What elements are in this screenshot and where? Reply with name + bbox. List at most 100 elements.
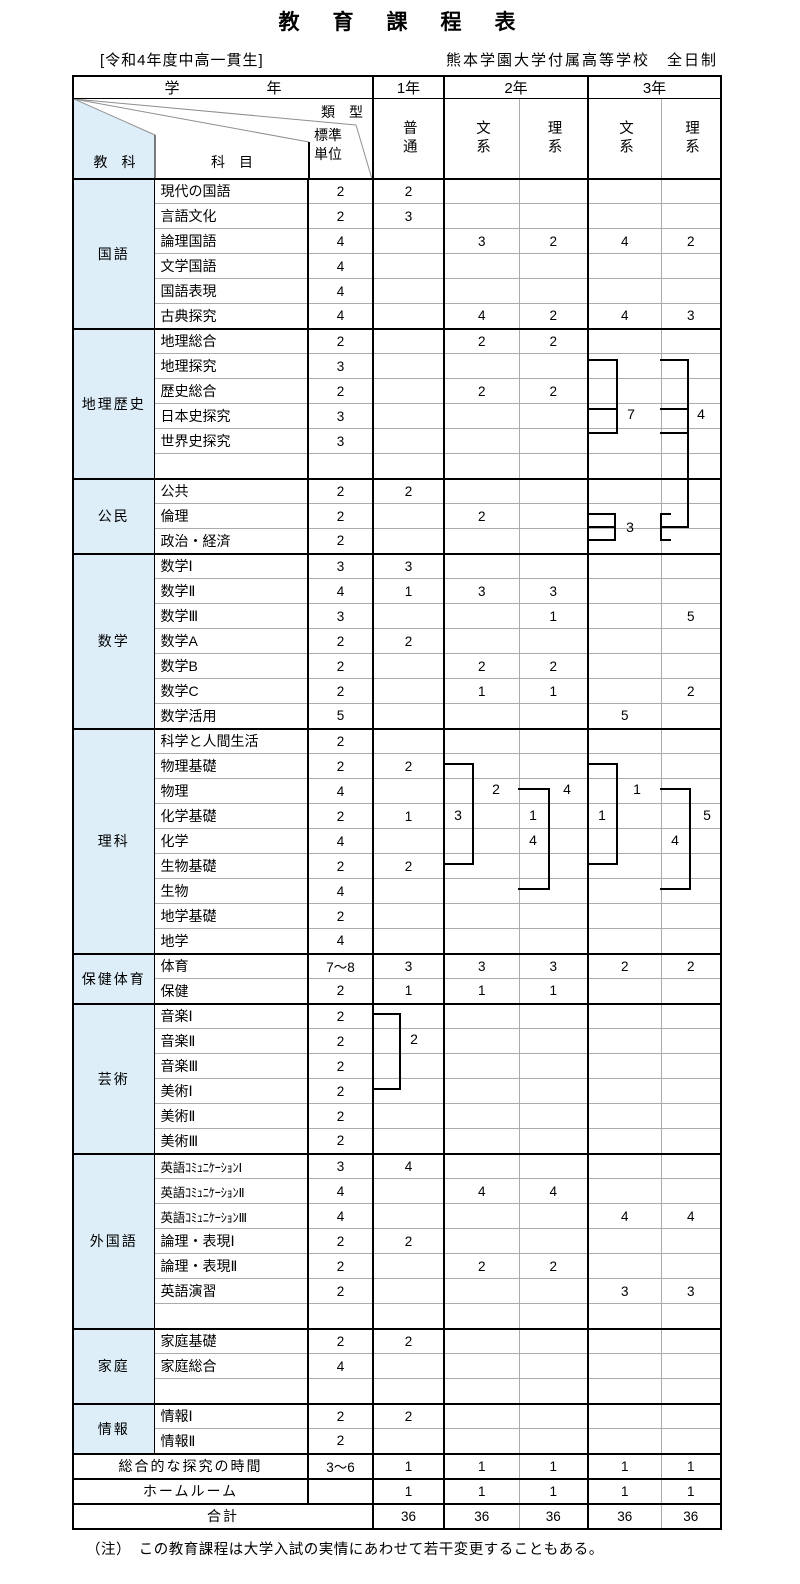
value-cell	[661, 278, 721, 304]
value-cell: 1	[373, 578, 445, 604]
value-cell	[373, 703, 445, 729]
subject-cell: 公共	[154, 477, 309, 504]
footer-row: 合計 36 36 36 36 36	[73, 1502, 721, 1529]
units-cell: 2	[308, 1128, 374, 1154]
value-cell	[588, 628, 662, 654]
value-cell: 1	[444, 678, 520, 704]
subject-cell: 英語ｺﾐｭﾆｹｰｼｮﾝⅢ	[154, 1203, 309, 1229]
value-cell: 2	[444, 653, 520, 679]
table-row	[73, 453, 721, 479]
value-cell	[444, 1402, 520, 1429]
value-cell	[588, 1053, 662, 1079]
units-cell: 2	[308, 1253, 374, 1279]
header-row-years: 学 年 1年 2年 3年	[73, 76, 721, 99]
value-cell	[519, 203, 589, 229]
table-row: 数学活用 5 5	[73, 703, 721, 729]
value-cell	[444, 253, 520, 279]
value-cell	[519, 1053, 589, 1079]
units-cell: 2	[308, 1428, 374, 1454]
table-row: 情報 情報Ⅰ 2 2	[73, 1402, 721, 1454]
value-cell	[588, 1353, 662, 1379]
header-course-y2-rikei-label: 理系	[545, 119, 562, 157]
value-cell: 3	[373, 552, 445, 579]
header-course-y2-bunkei: 文系	[444, 98, 520, 180]
subject-cell: 音楽Ⅲ	[154, 1053, 309, 1079]
value-cell	[519, 1078, 589, 1104]
value-cell: 1	[661, 1452, 721, 1479]
header-course-y2-rikei: 理系	[519, 98, 589, 180]
value-cell	[661, 403, 721, 429]
subject-cell: 地理探究	[154, 353, 309, 379]
value-cell	[444, 628, 520, 654]
units-cell: 3	[308, 428, 374, 454]
value-cell: 3	[519, 578, 589, 604]
value-cell	[661, 978, 721, 1004]
units-cell: 3	[308, 403, 374, 429]
subject-cell: 世界史探究	[154, 428, 309, 454]
subject-cell: 数学C	[154, 678, 309, 704]
value-cell: 2	[588, 952, 662, 979]
header-kyoka: 教 科	[93, 153, 136, 170]
value-cell	[373, 1303, 445, 1329]
header-course-y3-rikei: 理系	[661, 98, 721, 180]
subject-cell: 数学B	[154, 653, 309, 679]
value-cell	[519, 428, 589, 454]
units-cell: 2	[308, 1228, 374, 1254]
value-cell	[519, 503, 589, 529]
value-cell	[373, 327, 445, 354]
subject-cell: 美術Ⅲ	[154, 1128, 309, 1154]
value-cell	[661, 1353, 721, 1379]
value-cell	[444, 727, 520, 754]
value-cell	[444, 778, 520, 804]
value-cell: 36	[444, 1502, 520, 1529]
value-cell	[373, 528, 445, 554]
units-cell: 2	[308, 477, 374, 504]
units-cell: 4	[308, 1203, 374, 1229]
table-row: 音楽Ⅱ 2	[73, 1028, 721, 1054]
value-cell	[588, 528, 662, 554]
value-cell	[373, 828, 445, 854]
table-row: 保健体育 体育 7～8 3 3 3 2 2	[73, 952, 721, 1004]
cohort-label: [令和4年度中高一貫生]	[100, 52, 264, 69]
value-cell	[588, 828, 662, 854]
value-cell	[373, 1078, 445, 1104]
value-cell: 1	[519, 1452, 589, 1479]
value-cell	[588, 878, 662, 904]
subject-area-cell: 地理歴史	[73, 327, 155, 479]
value-cell	[444, 928, 520, 954]
value-cell	[519, 453, 589, 479]
value-cell	[519, 803, 589, 829]
value-cell	[661, 1028, 721, 1054]
subject-area-header-fill	[74, 99, 155, 177]
value-cell: 1	[519, 678, 589, 704]
header-course-y3-bunkei-label: 文系	[617, 119, 633, 157]
value-cell	[661, 903, 721, 929]
subject-area-cell: 国語	[73, 177, 155, 329]
table-row: 国語 現代の国語 2 2	[73, 177, 721, 329]
value-cell	[519, 727, 589, 754]
value-cell	[373, 353, 445, 379]
header-course-y3-rikei-label: 理系	[683, 119, 699, 157]
value-cell	[519, 1028, 589, 1054]
value-cell	[373, 1002, 445, 1029]
value-cell	[588, 1178, 662, 1204]
value-cell: 36	[519, 1502, 589, 1529]
value-cell	[519, 1103, 589, 1129]
units-cell: 2	[308, 1028, 374, 1054]
value-cell: 1	[444, 1477, 520, 1504]
value-cell	[588, 753, 662, 779]
header-gakunen: 学 年	[73, 76, 374, 99]
value-cell	[519, 1303, 589, 1329]
header-tani: 単位	[314, 145, 342, 162]
value-cell	[519, 552, 589, 579]
value-cell	[588, 678, 662, 704]
value-cell: 2	[373, 477, 445, 504]
header-year3: 3年	[588, 76, 721, 99]
table-row: 地学 4	[73, 928, 721, 954]
value-cell	[588, 1028, 662, 1054]
subject-cell: 英語演習	[154, 1278, 309, 1304]
value-cell: 2	[373, 753, 445, 779]
table-row: 美術Ⅲ 2	[73, 1128, 721, 1154]
value-cell	[519, 1378, 589, 1404]
value-cell	[444, 1002, 520, 1029]
